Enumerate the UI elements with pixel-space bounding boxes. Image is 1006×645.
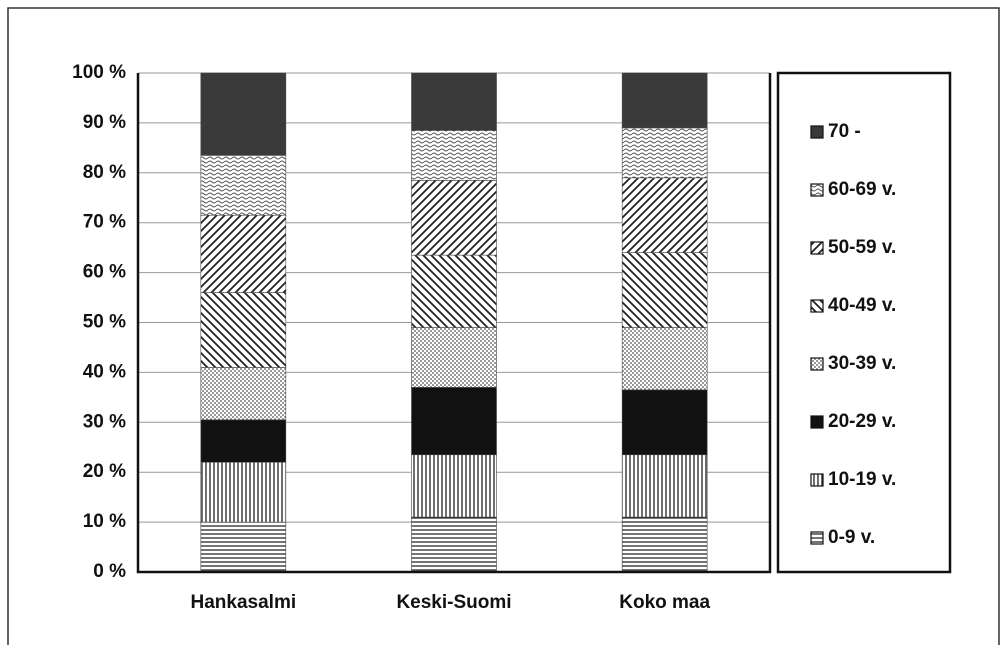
y-tick-label: 30 %	[83, 411, 126, 432]
bar-segment	[621, 72, 708, 129]
legend-box	[776, 71, 952, 574]
legend-label: 70 -	[828, 121, 861, 142]
x-tick-label: Hankasalmi	[191, 592, 297, 613]
x-tick-label: Koko maa	[619, 592, 710, 613]
legend-swatch	[810, 531, 824, 545]
bar-segment	[200, 521, 287, 573]
y-tick-label: 40 %	[83, 361, 126, 382]
bar-segment	[621, 252, 708, 328]
legend-swatch	[810, 241, 824, 255]
y-tick-label: 100 %	[72, 62, 126, 83]
y-tick-label: 0 %	[93, 561, 126, 582]
legend-label: 0-9 v.	[828, 527, 875, 548]
bar-segment	[411, 179, 497, 256]
bar-segment	[200, 292, 287, 368]
frame	[7, 7, 1000, 645]
legend-label: 30-39 v.	[828, 353, 896, 374]
legend-swatch	[810, 473, 824, 487]
bar-segment	[621, 127, 708, 179]
legend-swatch	[810, 415, 824, 429]
y-tick-label: 60 %	[83, 262, 126, 283]
bar-segment	[411, 254, 497, 328]
legend-label: 10-19 v.	[828, 469, 896, 490]
bar-segment	[200, 214, 287, 293]
legend-label: 60-69 v.	[828, 179, 896, 200]
bar-segment	[200, 72, 287, 156]
bar-segment	[621, 454, 708, 518]
y-tick-label: 10 %	[83, 511, 126, 532]
bar-segment	[621, 177, 708, 253]
x-tick-label: Keski-Suomi	[396, 592, 511, 613]
y-tick-label: 20 %	[83, 461, 126, 482]
legend-label: 50-59 v.	[828, 237, 896, 258]
axis	[136, 73, 772, 574]
legend-label: 20-29 v.	[828, 411, 896, 432]
y-tick-label: 50 %	[83, 312, 126, 333]
y-tick-label: 70 %	[83, 212, 126, 233]
bar-segment	[200, 419, 287, 463]
legend-swatch	[810, 125, 824, 139]
bar-segment	[621, 389, 708, 456]
bar-segment	[411, 327, 497, 388]
bar-segment	[411, 130, 497, 181]
bar-segment	[411, 454, 497, 518]
bar-segment	[200, 367, 287, 421]
legend-label: 40-49 v.	[828, 295, 896, 316]
bar-segment	[621, 327, 708, 391]
bar-segment	[200, 461, 287, 523]
legend-swatch	[810, 357, 824, 371]
legend-swatch	[810, 183, 824, 197]
bar-segment	[411, 516, 497, 573]
legend-swatch	[810, 299, 824, 313]
y-tick-label: 80 %	[83, 162, 126, 183]
bar-segment	[200, 155, 287, 216]
bar-segment	[621, 516, 708, 573]
y-tick-label: 90 %	[83, 112, 126, 133]
bar-segment	[411, 72, 497, 131]
bar-segment	[411, 387, 497, 456]
